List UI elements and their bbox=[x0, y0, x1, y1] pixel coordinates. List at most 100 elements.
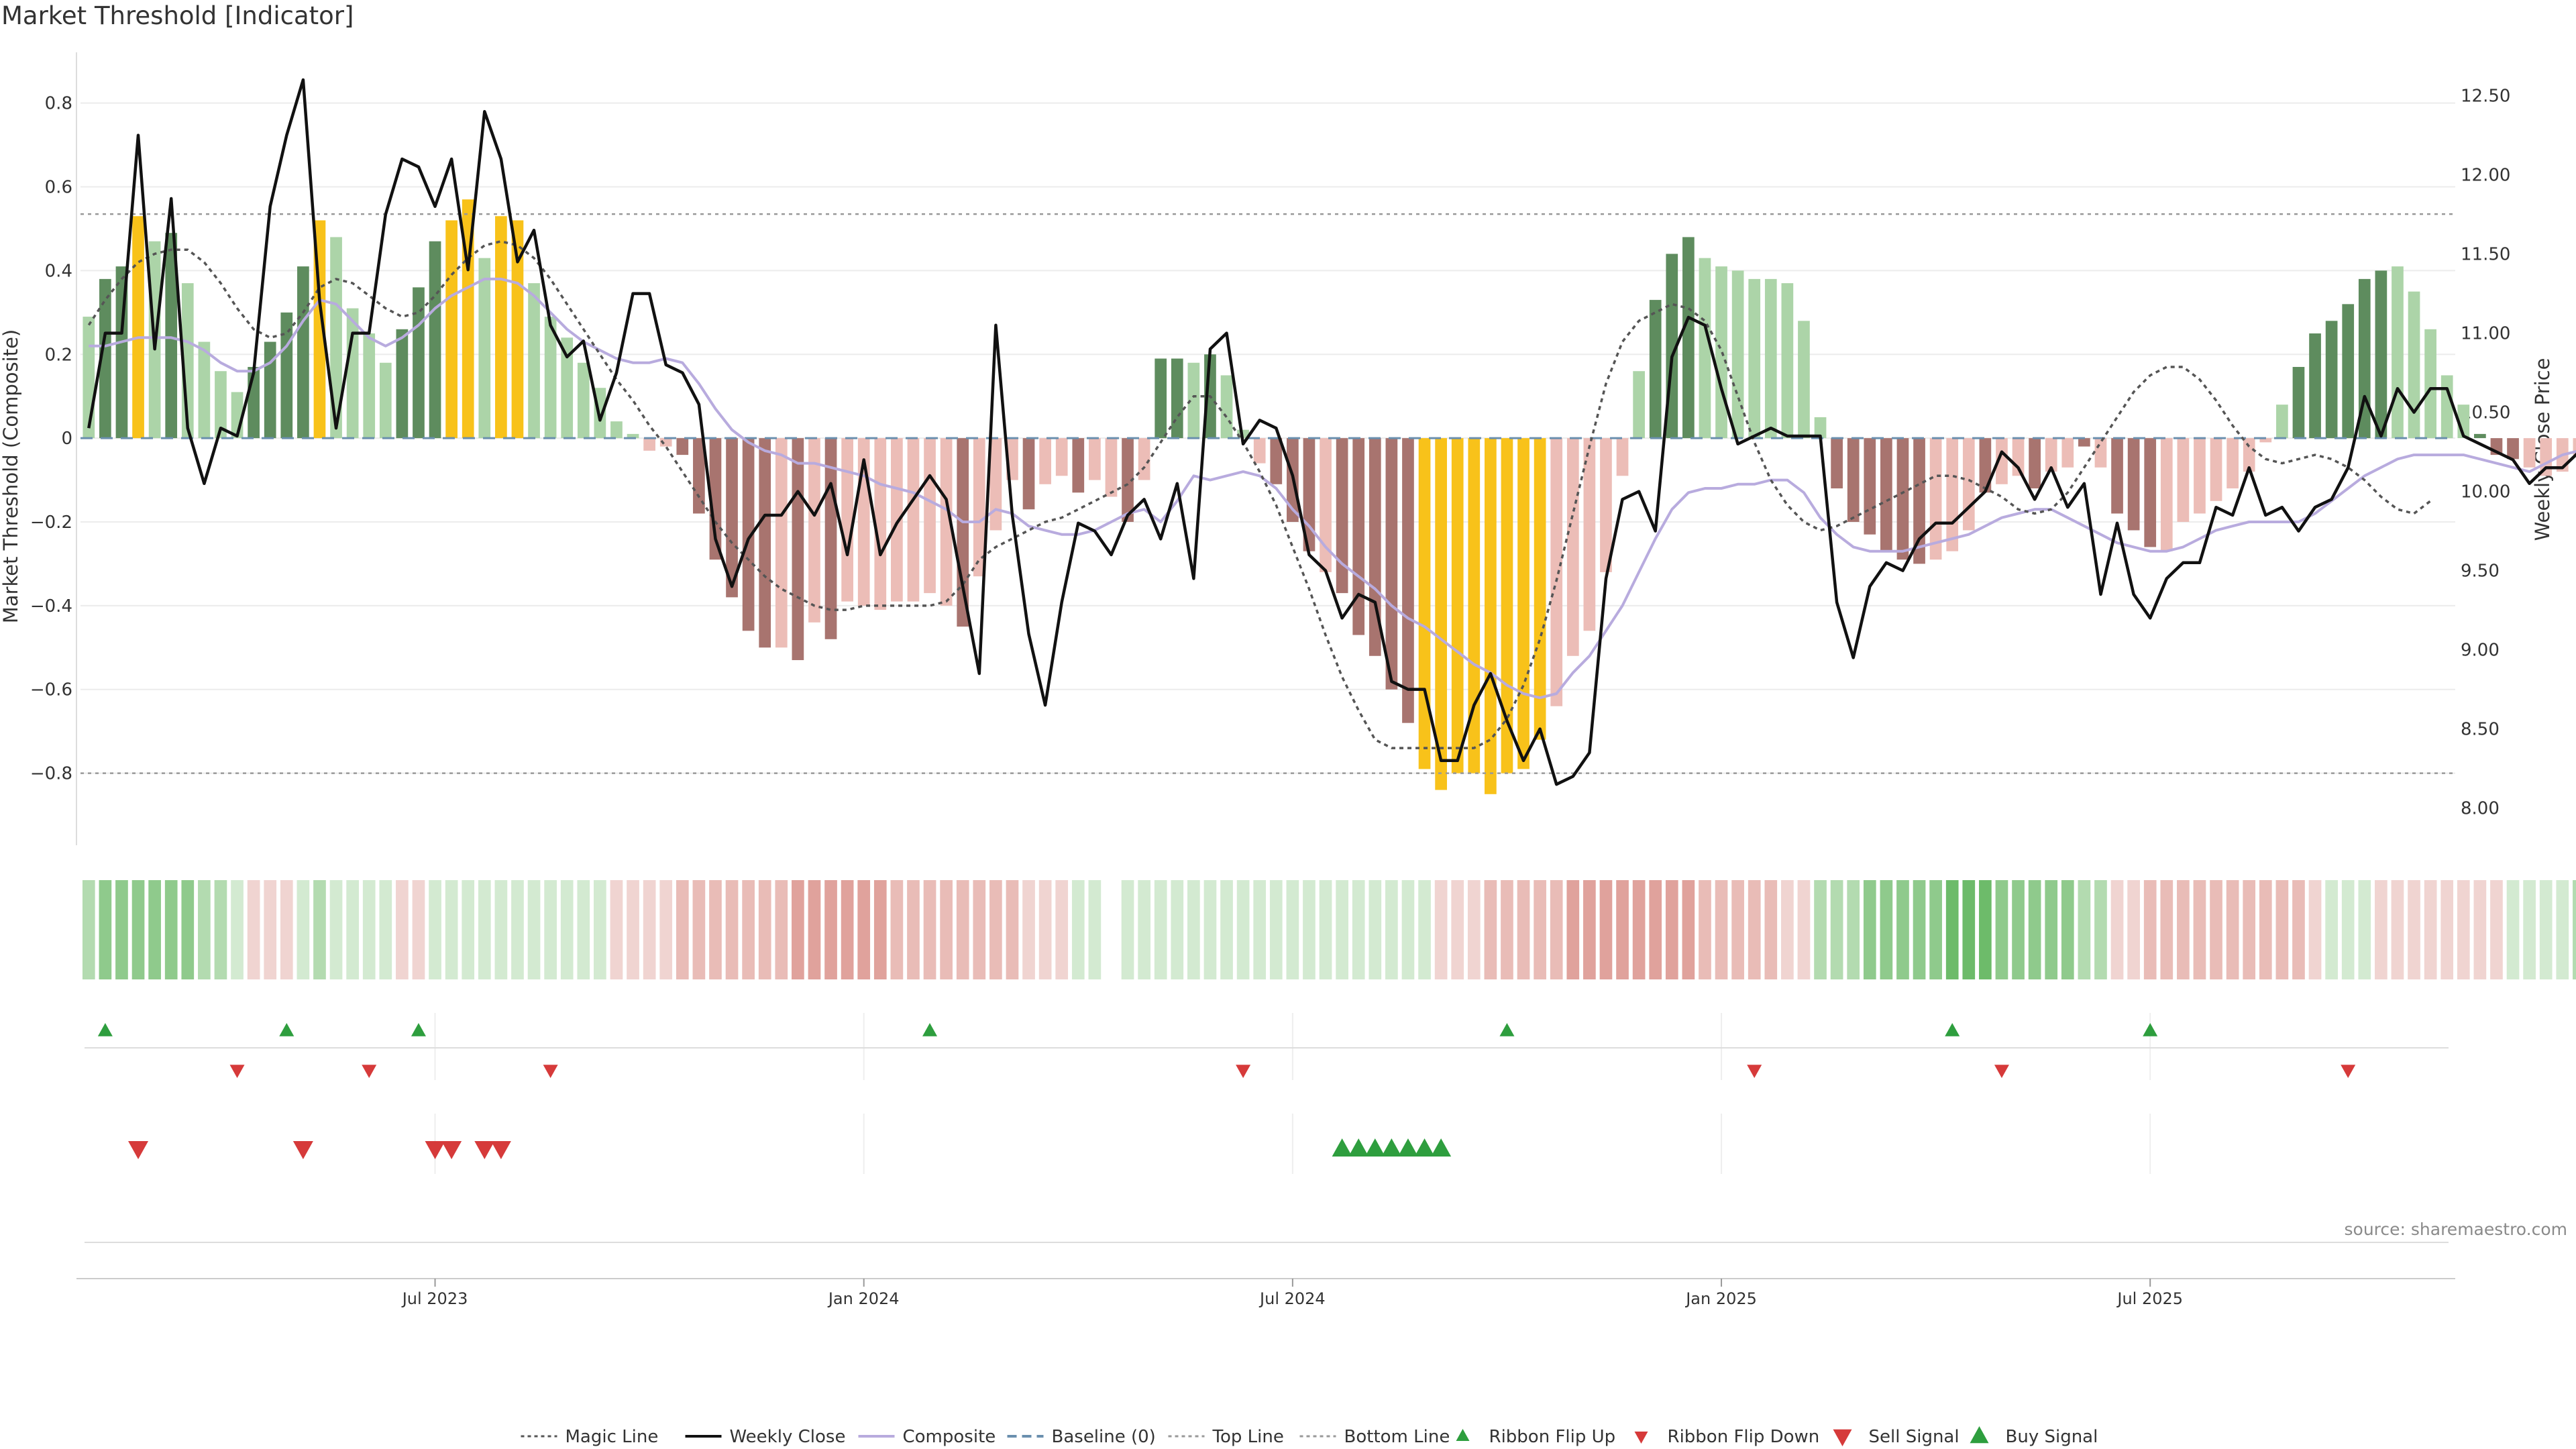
ribbon-cell bbox=[2226, 880, 2239, 979]
ribbon-cell bbox=[1319, 880, 1332, 979]
ribbon-cell bbox=[1385, 880, 1398, 979]
ribbon-cell bbox=[2078, 880, 2091, 979]
composite-bar bbox=[1600, 438, 1612, 572]
legend-label: Composite bbox=[903, 1427, 996, 1447]
composite-bar bbox=[165, 233, 178, 439]
ribbon-cell bbox=[873, 880, 887, 979]
composite-bar bbox=[643, 438, 655, 451]
composite-bar bbox=[1517, 438, 1529, 769]
ribbon-cell bbox=[1336, 880, 1348, 979]
ribbon-cell bbox=[2193, 880, 2206, 979]
ribbon-cell bbox=[1550, 880, 1563, 979]
composite-bar bbox=[1105, 438, 1118, 497]
composite-bar bbox=[1385, 438, 1398, 690]
composite-bar bbox=[676, 438, 689, 455]
ribbon-cell bbox=[824, 880, 837, 979]
composite-bar bbox=[2408, 291, 2420, 439]
flip-panel-grid bbox=[434, 1013, 2151, 1080]
ribbon-cell bbox=[1467, 880, 1481, 979]
y-axis-label: Market Threshold (Composite) bbox=[0, 329, 22, 623]
y2-tick-label: 11.50 bbox=[2461, 245, 2510, 265]
ribbon-cell bbox=[973, 880, 986, 979]
buy-signal-marker bbox=[1397, 1138, 1418, 1157]
composite-bar bbox=[2029, 438, 2041, 489]
composite-bar bbox=[1699, 258, 1711, 439]
ribbon-cell bbox=[511, 880, 524, 979]
composite-bar bbox=[2094, 438, 2107, 468]
composite-bar bbox=[957, 438, 969, 627]
ribbon-cell bbox=[2177, 880, 2190, 979]
composite-bar bbox=[1220, 375, 1233, 439]
ribbon-cell bbox=[297, 880, 310, 979]
legend-label: Ribbon Flip Down bbox=[1668, 1427, 1820, 1447]
y-tick-label: −0.6 bbox=[30, 680, 72, 700]
ribbon-cell bbox=[742, 880, 755, 979]
y-tick-label: −0.4 bbox=[30, 596, 72, 616]
ribbon-cell bbox=[2094, 880, 2107, 979]
composite-bar bbox=[413, 287, 425, 439]
legend-item: Bottom Line bbox=[1299, 1427, 1450, 1447]
composite-bar bbox=[2127, 438, 2140, 531]
ribbon-cell bbox=[2210, 880, 2222, 979]
ribbon-cell bbox=[676, 880, 689, 979]
composite-bar bbox=[198, 341, 211, 439]
composite-bar bbox=[215, 371, 227, 439]
composite-bar bbox=[1847, 438, 1860, 522]
chart-title: Market Threshold [Indicator] bbox=[1, 1, 354, 30]
legend-label: Magic Line bbox=[566, 1427, 659, 1447]
legend-label: Top Line bbox=[1212, 1427, 1284, 1447]
composite-bar bbox=[610, 421, 623, 439]
ribbon-cell bbox=[544, 880, 557, 979]
legend-item: Weekly Close bbox=[685, 1427, 845, 1447]
buy-signal-marker bbox=[1431, 1138, 1452, 1157]
composite-bar bbox=[1187, 362, 1200, 439]
ribbon-cell bbox=[231, 880, 244, 979]
ribbon-cell bbox=[1517, 880, 1530, 979]
ribbon-cell bbox=[247, 880, 260, 979]
ribbon-cell bbox=[445, 880, 458, 979]
legend-label: Baseline (0) bbox=[1052, 1427, 1156, 1447]
ribbon bbox=[82, 880, 2576, 979]
ribbon-cell bbox=[956, 880, 969, 979]
ribbon-cell bbox=[1962, 880, 1976, 979]
ribbon-cell bbox=[329, 880, 343, 979]
ribbon-cell bbox=[1434, 880, 1448, 979]
legend-item: Top Line bbox=[1168, 1427, 1284, 1447]
ribbon-cell bbox=[1451, 880, 1464, 979]
legend-item: Ribbon Flip Up bbox=[1456, 1427, 1615, 1447]
ribbon-cell bbox=[1154, 880, 1167, 979]
ribbon-cell bbox=[1583, 880, 1596, 979]
composite-bar bbox=[1468, 438, 1481, 773]
composite-bar bbox=[2358, 278, 2371, 439]
y-tick-label: 0.2 bbox=[45, 345, 72, 365]
ribbon-cell bbox=[527, 880, 541, 979]
sell-signal-marker bbox=[474, 1141, 495, 1159]
ribbon-cell bbox=[1484, 880, 1497, 979]
ribbon-cell bbox=[1896, 880, 1909, 979]
ribbon-cell bbox=[1995, 880, 2008, 979]
sell-signal-marker bbox=[425, 1141, 445, 1159]
legend-item: Magic Line bbox=[521, 1427, 659, 1447]
composite-bar bbox=[264, 341, 276, 439]
x-tick-label: Jul 2024 bbox=[1258, 1289, 1326, 1308]
composite-bars bbox=[83, 199, 2576, 794]
ribbon-cell bbox=[99, 880, 112, 979]
ribbon-cell bbox=[164, 880, 178, 979]
ribbon-flip-down-marker bbox=[1747, 1065, 1762, 1078]
ribbon-cell bbox=[1352, 880, 1365, 979]
composite-bar bbox=[1550, 438, 1563, 706]
ribbon-cell bbox=[1913, 880, 1926, 979]
composite-bar bbox=[1583, 438, 1596, 631]
ribbon-cell bbox=[1038, 880, 1052, 979]
ribbon-cell bbox=[1534, 880, 1546, 979]
ribbon-cell bbox=[1880, 880, 1893, 979]
buy-signal-marker bbox=[1348, 1138, 1369, 1157]
ribbon-cell bbox=[412, 880, 425, 979]
ribbon-cell bbox=[429, 880, 441, 979]
ribbon-cell bbox=[462, 880, 475, 979]
composite-bar bbox=[1781, 283, 1794, 439]
ribbon-cell bbox=[758, 880, 771, 979]
composite-bar bbox=[1633, 371, 1645, 439]
ribbon-cell bbox=[627, 880, 639, 979]
